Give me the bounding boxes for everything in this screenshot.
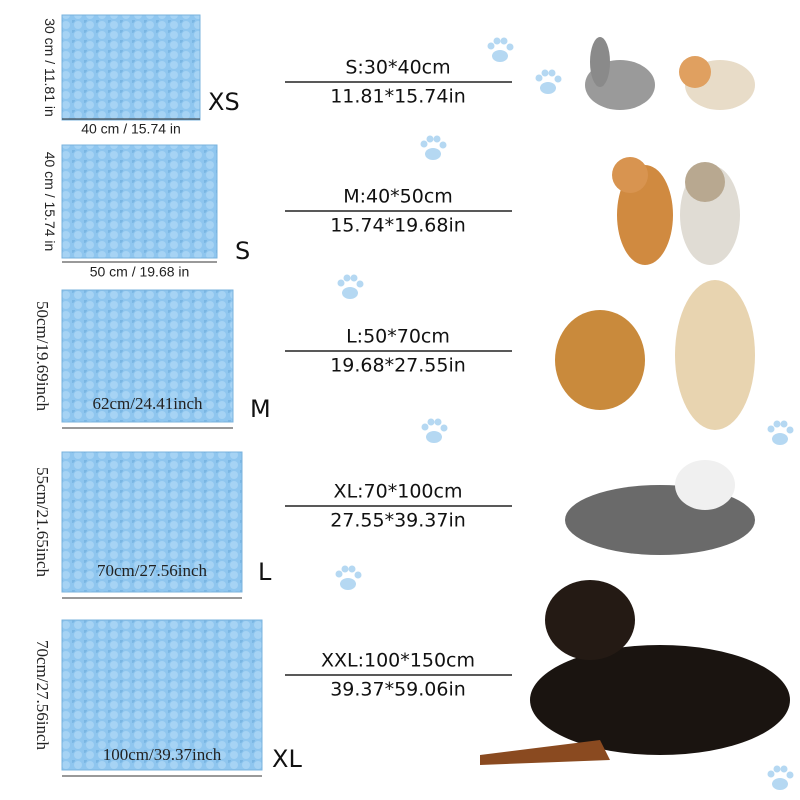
size-letter: XL [272,745,302,773]
mat-height: 50cm/19.69inch [33,301,52,412]
size-rows: 40 cm / 15.74 in 30 cm / 11.81 in XS S:30*4… [33,14,512,777]
mat-width: 50 cm / 19.68 in [90,264,190,280]
spec-cm: L:50*70cm [346,326,450,348]
mat-height: 30 cm / 11.81 in [42,18,58,117]
spec-cm: XXL:100*150cm [321,650,475,672]
mat [61,451,243,593]
size-letter: L [258,558,272,586]
animals [480,37,790,765]
spec-in: 19.68*27.55in [330,355,466,377]
mat-width: 100cm/39.37inch [103,745,222,764]
mat-height: 40 cm / 15.74 in [42,152,58,252]
spec-in: 15.74*19.68in [330,215,466,237]
spec-in: 11.81*15.74in [330,86,466,108]
mat [61,619,263,771]
spec-cm: M:40*50cm [343,186,453,208]
mat-width: 70cm/27.56inch [97,561,208,580]
size-letter: XS [208,88,240,116]
spec-cm: XL:70*100cm [334,481,463,503]
size-letter: M [250,395,271,423]
spec-in: 27.55*39.37in [330,510,466,532]
mat [61,14,201,121]
mat-height: 70cm/27.56inch [33,640,52,751]
mat-width: 62cm/24.41inch [92,394,203,413]
mat [61,144,218,259]
size-letter: S [235,237,250,265]
mat [61,289,234,423]
spec-in: 39.37*59.06in [330,679,466,701]
mat-width: 40 cm / 15.74 in [81,121,181,137]
mat-height: 55cm/21.65inch [33,467,52,578]
spec-cm: S:30*40cm [345,57,450,79]
